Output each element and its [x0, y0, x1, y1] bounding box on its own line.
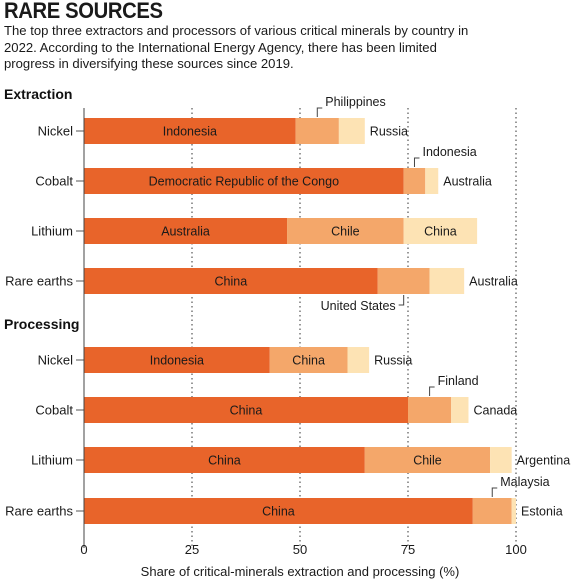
segment-label: Indonesia: [422, 145, 476, 159]
segment-label: Argentina: [517, 454, 571, 468]
segment-label: Australia: [469, 275, 518, 289]
bar-segment: [472, 498, 512, 524]
chart-title: RARE SOURCES: [4, 0, 163, 23]
bar-segment: [377, 268, 430, 294]
bar-segment: [269, 347, 348, 373]
segment-label: China: [230, 404, 263, 418]
segment-label: Malaysia: [500, 475, 549, 489]
bar-segment: [364, 447, 491, 473]
callout-leader: [398, 295, 405, 306]
segment-label: Chile: [331, 225, 360, 239]
row-label: Cobalt: [35, 174, 73, 189]
callout-leader: [316, 107, 323, 117]
bar-segment: [403, 218, 478, 244]
bar-segment: [338, 118, 365, 144]
segment-label: Australia: [161, 225, 210, 239]
bar-segment: [84, 168, 404, 194]
bar-segment: [511, 498, 516, 524]
bar-segment: [84, 218, 288, 244]
bar-segment: [490, 447, 512, 473]
bar-segment: [84, 268, 378, 294]
segment-label: Estonia: [521, 505, 563, 519]
bar-segment: [287, 218, 404, 244]
bar-segment: [408, 397, 452, 423]
segment-label: Chile: [413, 454, 442, 468]
row-label: Cobalt: [35, 403, 73, 418]
x-tick-label: 100: [505, 542, 527, 557]
row-label: Lithium: [31, 224, 73, 239]
segment-label: Philippines: [325, 95, 385, 109]
group-header-processing: Processing: [4, 316, 79, 332]
bar-segment: [295, 118, 339, 144]
bar-segment: [84, 397, 408, 423]
bar-segment: [84, 498, 473, 524]
labels-layer: Extraction Nickel Indonesia Philippines Russ…: [4, 86, 570, 519]
segment-label: Russia: [374, 354, 412, 368]
bar-segment: [403, 168, 426, 194]
row-label: Nickel: [38, 353, 74, 368]
x-tick-label: 25: [185, 542, 199, 557]
group-header-extraction: Extraction: [4, 86, 72, 102]
bar-segment: [451, 397, 469, 423]
bars-layer: [84, 118, 516, 524]
segment-label: Russia: [370, 125, 408, 139]
segment-label: Indonesia: [150, 354, 204, 368]
row-label: Rare earths: [5, 504, 73, 519]
segment-label: United States: [321, 299, 396, 313]
chart-subtitle: The top three extractors and processors …: [4, 23, 469, 71]
row-label: Rare earths: [5, 274, 73, 289]
row-label: Nickel: [38, 124, 74, 139]
bar-segment: [429, 268, 465, 294]
segment-label: Canada: [473, 404, 517, 418]
bar-segment: [84, 347, 270, 373]
segment-label: China: [262, 505, 295, 519]
callout-leader: [429, 386, 435, 396]
x-tick-label: 75: [401, 542, 415, 557]
x-axis-title: Share of critical-minerals extraction an…: [141, 564, 460, 579]
bar-segment: [425, 168, 439, 194]
segment-label: China: [208, 454, 241, 468]
segment-label: Democratic Republic of the Congo: [149, 175, 339, 189]
row-label: Lithium: [31, 453, 73, 468]
callout-leader: [413, 157, 420, 167]
bar-segment: [84, 447, 365, 473]
axis-layer: 0 25 50 75 100 Share of critical-minerals ext…: [76, 108, 527, 579]
x-tick-label: 50: [293, 542, 307, 557]
segment-label: Finland: [438, 374, 479, 388]
callout-leader: [491, 487, 498, 497]
segment-label: China: [292, 354, 325, 368]
segment-label: China: [424, 225, 457, 239]
bar-segment: [347, 347, 370, 373]
segment-label: Indonesia: [163, 125, 217, 139]
bar-segment: [84, 118, 296, 144]
segment-label: China: [215, 275, 248, 289]
x-tick-label: 0: [80, 542, 87, 557]
segment-label: Australia: [443, 175, 492, 189]
